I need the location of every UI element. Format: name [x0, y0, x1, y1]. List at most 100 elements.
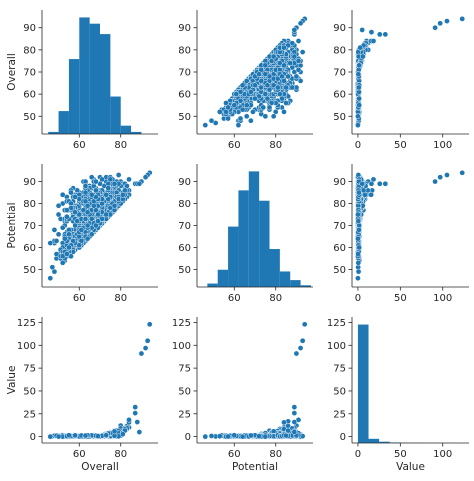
y-tick-label: 70 [178, 221, 191, 232]
hist-bar-potential-8 [290, 280, 300, 287]
point-1272 [89, 232, 94, 237]
point-1306 [263, 114, 268, 119]
point-943 [116, 172, 121, 177]
y-tick-label: 80 [333, 45, 346, 56]
y-tick-label: 90 [23, 177, 36, 188]
point-1252 [112, 203, 117, 208]
point-1163 [112, 181, 117, 186]
point-1283 [73, 194, 78, 199]
hist-bar-potential-0 [207, 284, 217, 287]
point-880 [296, 38, 301, 43]
point-606 [68, 190, 73, 195]
point-983 [60, 260, 65, 265]
point-554 [60, 225, 65, 230]
x-tick-label: 100 [433, 140, 452, 151]
hist-bar-potential-4 [249, 171, 259, 287]
point-1287 [252, 96, 257, 101]
hist-bar-potential-1 [218, 270, 228, 287]
point-1253 [296, 67, 301, 72]
hist-bar-overall-3 [79, 17, 89, 134]
point-388 [48, 240, 53, 245]
y-tick-label: 60 [333, 90, 346, 101]
point-1267 [95, 212, 100, 217]
point-1209 [290, 85, 295, 90]
hist-bar-overall-5 [100, 34, 110, 134]
point-1151 [106, 186, 111, 191]
point-1261 [281, 63, 286, 68]
y-tick-label: 60 [23, 90, 36, 101]
point-584 [52, 227, 57, 232]
y-tick-label: 80 [23, 199, 36, 210]
point-1296 [248, 89, 253, 94]
point-1296 [79, 227, 84, 232]
point-1252 [360, 54, 365, 59]
point-1255 [358, 45, 363, 50]
point-1282 [93, 188, 98, 193]
point-1299 [257, 72, 262, 77]
y-tick-label: 90 [178, 23, 191, 34]
point-474 [356, 269, 361, 274]
point-1077 [108, 177, 113, 182]
point-554 [250, 109, 255, 114]
scatter-points [355, 170, 464, 281]
point-1295 [252, 83, 257, 88]
point-1293 [104, 212, 109, 217]
hist-bar-potential-2 [228, 227, 238, 287]
point-1260 [85, 210, 90, 215]
point-1304 [360, 27, 365, 32]
point-1290 [89, 192, 94, 197]
x-tick-label: 60 [228, 293, 241, 304]
point-1298 [83, 190, 88, 195]
scatter-points [355, 16, 464, 127]
point-885 [56, 203, 61, 208]
point-943 [300, 49, 305, 54]
point-1260 [265, 83, 270, 88]
point-1047 [369, 30, 374, 35]
point-474 [52, 269, 57, 274]
y-tick-label: 60 [23, 243, 36, 254]
point-1227 [64, 251, 69, 256]
point-1277 [275, 85, 280, 90]
hist-bar-potential-7 [280, 271, 290, 287]
point-194 [377, 32, 382, 37]
point-1271 [267, 105, 272, 110]
point-1292 [85, 236, 90, 241]
point-1265 [77, 243, 82, 248]
y-tick-label: 90 [178, 177, 191, 188]
point-1152 [240, 107, 245, 112]
point-1293 [263, 63, 268, 68]
point-1209 [83, 183, 88, 188]
hist-bar-overall-1 [59, 111, 69, 134]
point-1286 [73, 210, 78, 215]
point-1261 [104, 192, 109, 197]
point-1151 [288, 61, 293, 66]
point-626 [56, 232, 61, 237]
point-1298 [356, 85, 361, 90]
point-1233 [261, 105, 266, 110]
point-1285 [93, 179, 98, 184]
y-tick-label: 50 [23, 265, 36, 276]
point-1267 [263, 72, 268, 77]
point-1305 [203, 123, 208, 128]
point-1302 [143, 175, 148, 180]
point-1285 [294, 74, 299, 79]
point-1302 [298, 21, 303, 26]
point-194 [377, 181, 382, 186]
point-1306 [56, 212, 61, 217]
y-tick-label: 70 [23, 68, 36, 79]
y-tick-label: 50 [23, 112, 36, 123]
y-tick-label: 70 [333, 68, 346, 79]
point-1265 [234, 92, 239, 97]
x-tick-label: 0 [355, 140, 361, 151]
y-tick-label: 60 [178, 243, 191, 254]
y-tick-label: 70 [178, 68, 191, 79]
point-1299 [95, 219, 100, 224]
y-tick-label: 50 [333, 112, 346, 123]
point-1227 [225, 105, 230, 110]
point-1295 [85, 223, 90, 228]
